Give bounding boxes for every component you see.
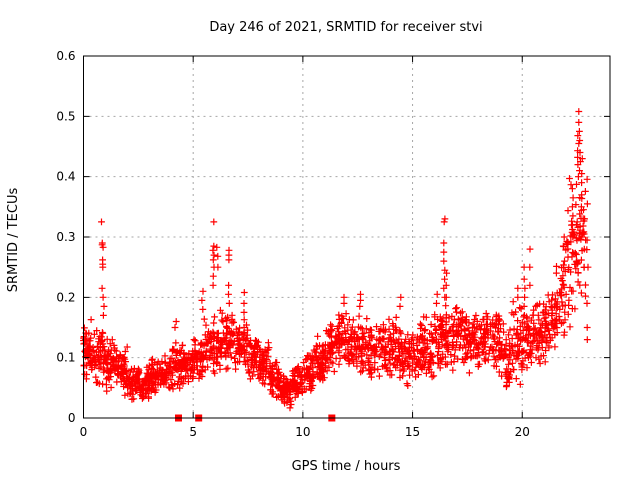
y-tick-label: 0.3: [56, 230, 75, 244]
y-tick-label: 0: [68, 411, 76, 425]
x-tick-label: 10: [295, 425, 310, 439]
tick-labels-layer: 0 5 10 15 20 0 0.1 0.2 0.3 0.4 0.5 0.6: [56, 49, 529, 439]
grid-layer: [83, 56, 610, 418]
axes-frame-layer: [83, 55, 611, 419]
chart-title: Day 246 of 2021, SRMTID for receiver stv…: [209, 20, 482, 35]
y-tick-label: 0.6: [56, 49, 75, 63]
y-tick-label: 0.1: [56, 351, 75, 365]
x-tick-label: 15: [405, 425, 420, 439]
x-tick-label: 20: [515, 425, 530, 439]
data-points-layer: [80, 108, 592, 422]
y-tick-label: 0.4: [56, 170, 75, 184]
y-tick-label: 0.2: [56, 290, 75, 304]
axis-ticks: [83, 55, 610, 419]
y-axis-label: SRMTID / TECUs: [6, 188, 21, 293]
x-axis-label: GPS time / hours: [292, 459, 401, 474]
srmtid-plus-markers: [80, 108, 592, 412]
gridlines: [83, 56, 610, 418]
x-tick-label: 0: [80, 425, 88, 439]
y-tick-label: 0.5: [56, 109, 75, 123]
x-tick-label: 5: [189, 425, 197, 439]
